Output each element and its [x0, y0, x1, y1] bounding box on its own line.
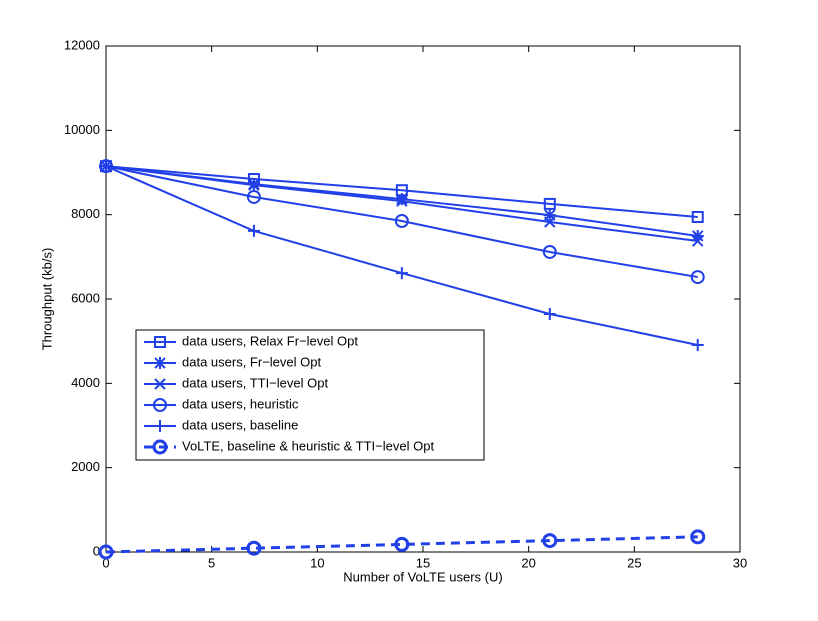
plot-area	[105, 45, 741, 553]
y-tick-label: 10000	[64, 122, 100, 137]
marker	[395, 267, 408, 280]
y-tick-label: 4000	[71, 375, 100, 390]
legend-label: data users, heuristic	[182, 396, 299, 411]
marker	[154, 378, 166, 390]
marker	[544, 216, 556, 228]
marker	[543, 197, 556, 210]
marker	[153, 398, 167, 412]
x-tick-label: 20	[521, 555, 535, 570]
legend-label: data users, Relax Fr−level Opt	[182, 333, 358, 348]
marker	[394, 536, 410, 552]
marker	[248, 179, 260, 191]
legend-box	[135, 329, 485, 461]
x-axis-label: Number of VoLTE users (U)	[343, 569, 502, 584]
marker	[543, 209, 556, 222]
x-tick-label: 5	[208, 555, 215, 570]
marker	[542, 533, 558, 549]
x-tick-label: 30	[733, 555, 747, 570]
x-tick-label: 10	[310, 555, 324, 570]
legend-label: data users, TTI−level Opt	[182, 375, 328, 390]
x-tick-label: 15	[416, 555, 430, 570]
y-tick-label: 12000	[64, 37, 100, 52]
marker	[692, 235, 704, 247]
x-tick-label: 0	[102, 555, 109, 570]
marker	[154, 357, 166, 369]
series-line	[105, 165, 698, 279]
marker	[247, 224, 260, 237]
marker	[246, 540, 262, 556]
marker	[395, 193, 408, 206]
y-tick-label: 8000	[71, 206, 100, 221]
marker	[152, 439, 168, 455]
legend-label: data users, baseline	[182, 417, 298, 432]
marker	[98, 544, 114, 560]
marker	[154, 420, 166, 432]
marker	[690, 270, 705, 285]
series-line	[105, 165, 698, 218]
marker	[690, 529, 706, 545]
series-line	[105, 535, 698, 554]
marker	[394, 213, 409, 228]
legend-label: VoLTE, baseline & heuristic & TTI−level …	[182, 438, 434, 453]
marker	[542, 244, 557, 259]
x-tick-label: 25	[627, 555, 641, 570]
y-tick-label: 2000	[71, 459, 100, 474]
y-axis-label: Throughput (kb/s)	[39, 248, 54, 351]
marker	[396, 195, 408, 207]
marker	[246, 189, 261, 204]
marker	[691, 229, 704, 242]
marker	[691, 210, 704, 223]
legend-label: data users, Fr−level Opt	[182, 354, 321, 369]
marker	[100, 160, 112, 173]
marker	[691, 338, 704, 351]
y-tick-label: 6000	[71, 290, 100, 305]
y-tick-label: 0	[93, 543, 100, 558]
marker	[154, 336, 166, 348]
marker	[543, 307, 556, 320]
